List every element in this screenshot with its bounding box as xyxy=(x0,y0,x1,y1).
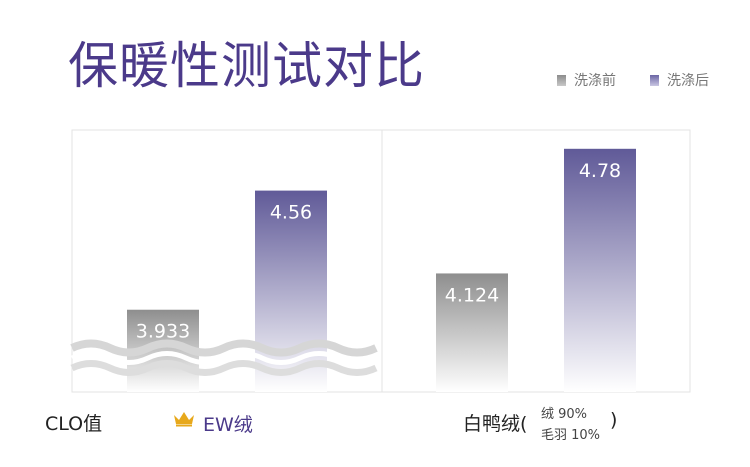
legend-swatch-after xyxy=(650,74,659,86)
legend-item-after: 洗涤后 xyxy=(650,70,709,90)
legend-item-before: 洗涤前 xyxy=(557,70,616,90)
composition-close-paren: ) xyxy=(610,409,618,431)
category-label-ew: EW绒 xyxy=(203,414,253,436)
legend-swatch-before xyxy=(557,74,566,86)
value-label-ew-after: 4.56 xyxy=(270,202,312,224)
wave-decoration xyxy=(70,339,378,376)
bar-duck-after xyxy=(564,148,636,392)
chart-title: 保暖性测试对比 xyxy=(68,37,425,95)
legend-label-before: 洗涤前 xyxy=(574,73,616,89)
composition-feather: 毛羽 10% xyxy=(541,428,601,443)
category-label-duck: 白鸭绒( xyxy=(463,413,528,435)
y-axis-label: CLO值 xyxy=(45,413,103,435)
composition-down: 绒 90% xyxy=(541,407,588,422)
legend-label-after: 洗涤后 xyxy=(667,73,709,89)
crown-icon xyxy=(174,412,194,427)
plot-frame xyxy=(71,129,691,393)
bar-duck-before xyxy=(436,273,508,392)
value-label-duck-after: 4.78 xyxy=(579,160,621,182)
value-label-ew-before: 3.933 xyxy=(136,321,190,343)
value-label-duck-before: 4.124 xyxy=(445,284,499,306)
